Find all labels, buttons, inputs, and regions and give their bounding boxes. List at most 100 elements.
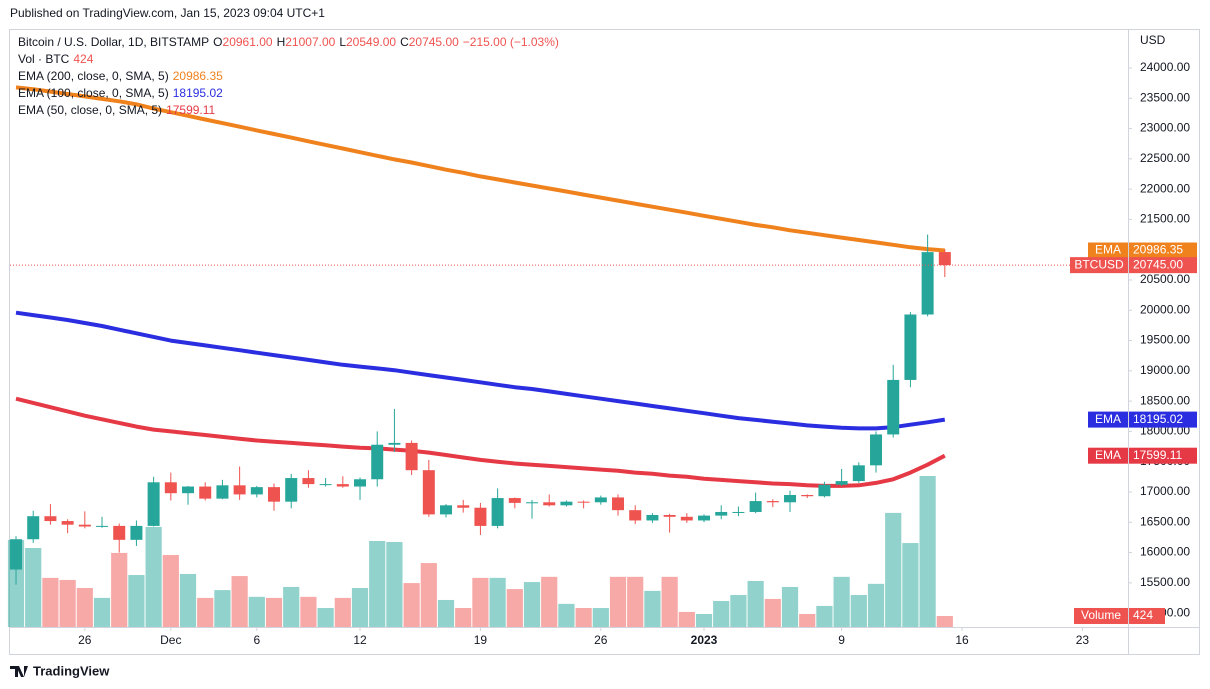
candle-body — [319, 484, 332, 486]
tag-name-box — [1088, 411, 1128, 428]
ema-value: 17599.11 — [166, 103, 216, 117]
volume-bar — [214, 590, 231, 627]
y-tick-label: 20500.00 — [1140, 272, 1190, 286]
candle-body — [10, 539, 23, 570]
ema-line — [15, 396, 946, 488]
x-tick-label: Dec — [160, 633, 181, 647]
x-tick-label: 16 — [955, 633, 969, 647]
candle-body — [526, 502, 539, 504]
volume-bar — [936, 615, 953, 627]
symbol: Bitcoin / U.S. Dollar, 1D, BITSTAMP — [18, 35, 210, 49]
tag-name: EMA — [1095, 448, 1121, 462]
volume-bar — [678, 611, 695, 627]
candle-body — [405, 442, 418, 471]
ohlc-value: 20961.00 — [222, 35, 273, 49]
candle-body — [543, 502, 556, 506]
volume-bar — [489, 577, 506, 627]
x-tick-label: 23 — [1076, 633, 1090, 647]
ohlc-key: O — [213, 35, 223, 49]
volume-bar — [231, 576, 248, 627]
volume-bar — [747, 580, 764, 627]
y-tick-label: 19500.00 — [1140, 333, 1190, 347]
volume-bar — [93, 597, 111, 627]
ohlc-key: H — [276, 35, 286, 49]
ema-line — [15, 85, 945, 253]
published: Published on TradingView.com, Jan 15, 20… — [10, 6, 325, 20]
ohlc-value: 20549.00 — [346, 35, 397, 49]
x-tick-label: 19 — [474, 633, 488, 647]
candle-body — [302, 478, 315, 485]
x-tick-label: 9 — [838, 633, 845, 647]
candle-body — [818, 484, 831, 497]
volume-legend-value: 424 — [73, 52, 94, 66]
volume-bar — [695, 614, 713, 627]
candle-body — [732, 511, 745, 513]
volume-bar — [833, 576, 850, 627]
tag-name-box — [1088, 242, 1128, 259]
volume-bar — [781, 586, 799, 627]
candle-body — [474, 507, 487, 526]
volume-bar — [369, 540, 386, 627]
volume-bar — [713, 601, 730, 627]
y-tick-label: 24000.00 — [1140, 60, 1190, 74]
candle-body — [199, 486, 212, 499]
volume-bar — [816, 605, 833, 627]
ohlc-value: 21007.00 — [285, 35, 336, 49]
candle-body — [130, 525, 143, 540]
candle-body — [371, 444, 384, 480]
x-tick-label: 6 — [253, 633, 260, 647]
candle-body — [870, 434, 883, 466]
volume-bar — [644, 590, 661, 627]
tag-value: 17599.11 — [1133, 448, 1182, 462]
x-tick-label: 2023 — [691, 633, 718, 647]
volume-bar — [145, 526, 162, 627]
volume-bar — [317, 608, 334, 627]
candle-body — [250, 487, 263, 495]
volume-bar — [437, 599, 455, 627]
volume-bar — [609, 576, 627, 627]
volume-bar — [730, 595, 747, 627]
candle-body — [285, 478, 298, 502]
candle-body — [887, 379, 900, 435]
candle-body — [422, 470, 435, 515]
tag-value: 20986.35 — [1133, 243, 1183, 257]
y-tick-label: 23500.00 — [1140, 90, 1190, 104]
y-tick-label: 16000.00 — [1140, 545, 1190, 559]
y-tick-label: 23000.00 — [1140, 121, 1190, 135]
volume-bar — [25, 547, 42, 627]
volume-bar — [558, 603, 575, 627]
volume-bar — [919, 476, 936, 627]
unit: USD — [1140, 33, 1166, 47]
candle-body — [766, 501, 779, 503]
volume-bar — [850, 595, 867, 627]
candle-body — [715, 511, 728, 516]
volume-bar — [885, 512, 902, 627]
y-tick-label: 21500.00 — [1140, 212, 1190, 226]
volume-bar — [59, 579, 76, 627]
candle-body — [336, 484, 349, 487]
candle-body — [457, 505, 470, 508]
candle-body — [680, 516, 693, 521]
candle-body — [921, 252, 934, 315]
candle-body — [78, 524, 91, 527]
volume-bar — [764, 598, 781, 627]
candle-body — [835, 481, 848, 485]
ohlc-key: L — [339, 35, 346, 49]
candle-body — [801, 495, 814, 497]
ema-name: EMA (50, close, 0, SMA, 5) — [18, 103, 163, 117]
y-tick-label: 22500.00 — [1140, 151, 1190, 165]
tag-name: BTCUSD — [1074, 257, 1124, 271]
candle-body — [904, 314, 917, 380]
tag-value-box — [1129, 447, 1197, 464]
candle-body — [147, 482, 160, 526]
candle-body — [612, 497, 625, 511]
volume-bar — [455, 608, 472, 627]
ema-value: 20986.35 — [172, 69, 223, 83]
candle-body — [164, 482, 177, 494]
volume-bar — [403, 583, 420, 627]
y-tick-label: 16500.00 — [1140, 514, 1190, 528]
candle-body — [216, 485, 229, 499]
volume-bar — [76, 588, 93, 627]
candle-body — [698, 515, 711, 521]
